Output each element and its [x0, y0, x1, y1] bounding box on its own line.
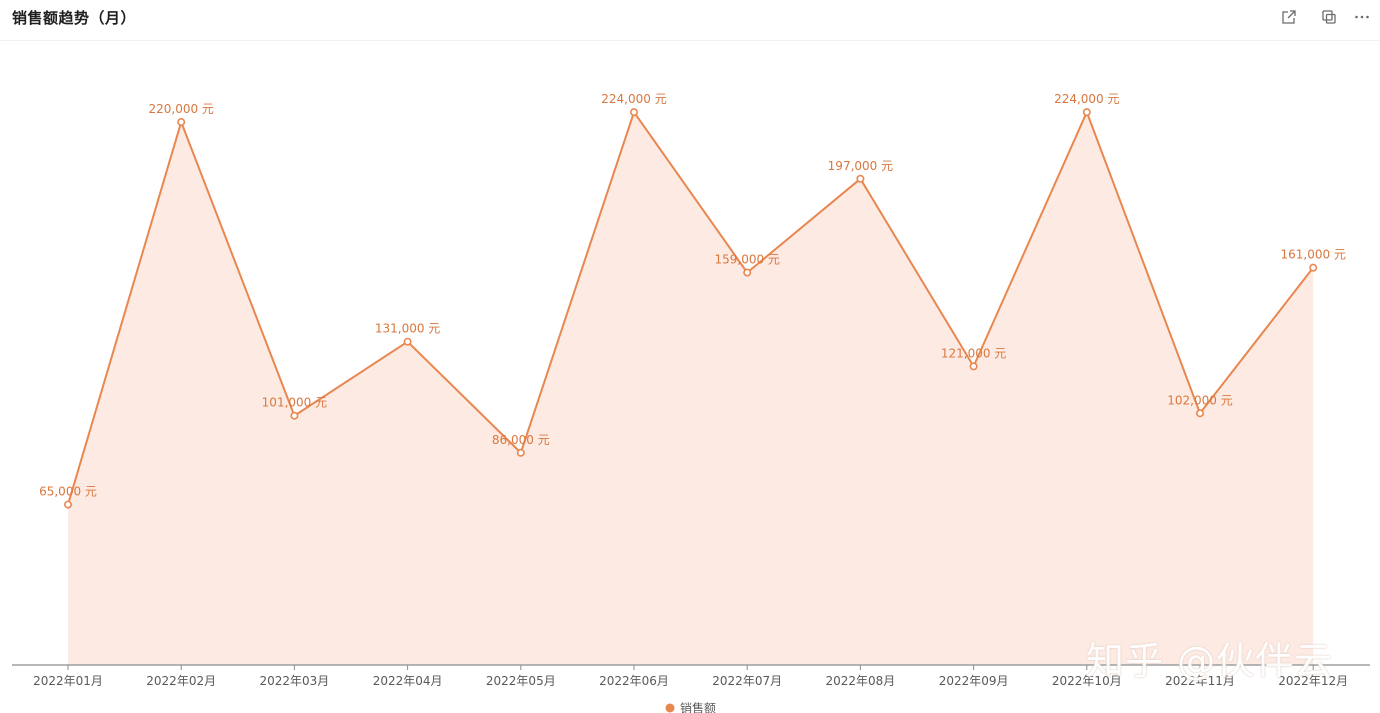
- x-tick-label: 2022年02月: [146, 674, 216, 688]
- data-point: [629, 108, 638, 117]
- data-label: 102,000 元: [1167, 393, 1232, 407]
- data-point: [403, 337, 412, 346]
- data-label: 220,000 元: [148, 102, 213, 116]
- data-point: [516, 448, 525, 457]
- x-tick-label: 2022年01月: [33, 674, 103, 688]
- x-tick-label: 2022年03月: [259, 674, 329, 688]
- x-tick-label: 2022年08月: [825, 674, 895, 688]
- data-label: 161,000 元: [1280, 248, 1345, 262]
- data-point: [290, 411, 299, 420]
- x-tick-label: 2022年07月: [712, 674, 782, 688]
- data-label: 86,000 元: [492, 433, 550, 447]
- data-label: 224,000 元: [601, 92, 666, 106]
- data-label: 224,000 元: [1054, 92, 1119, 106]
- legend-marker: [665, 703, 675, 713]
- data-point: [1082, 108, 1091, 117]
- x-tick-label: 2022年11月: [1165, 674, 1235, 688]
- data-point: [64, 500, 73, 509]
- data-label: 159,000 元: [714, 253, 779, 267]
- x-tick-label: 2022年09月: [939, 674, 1009, 688]
- chart-title: 销售额趋势（月）: [12, 9, 137, 27]
- watermark-text: 知乎 @伙伴云: [1086, 639, 1334, 683]
- data-point: [969, 362, 978, 371]
- x-tick-label: 2022年04月: [373, 674, 443, 688]
- x-tick-label: 2022年10月: [1052, 674, 1122, 688]
- legend-label: 销售额: [680, 701, 716, 713]
- data-label: 101,000 元: [262, 396, 327, 410]
- data-label: 65,000 元: [39, 485, 97, 499]
- expand-icon[interactable]: [1280, 8, 1298, 26]
- more-icon[interactable]: [1353, 8, 1371, 26]
- x-tick-label: 2022年12月: [1278, 674, 1348, 688]
- data-point: [743, 268, 752, 277]
- copy-icon[interactable]: [1320, 8, 1338, 26]
- x-tick-label: 2022年05月: [486, 674, 556, 688]
- data-label: 121,000 元: [941, 346, 1006, 360]
- data-point: [177, 118, 186, 127]
- data-label: 131,000 元: [375, 322, 440, 336]
- series-area: [68, 112, 1314, 666]
- data-point: [1309, 263, 1318, 272]
- data-point: [1196, 409, 1205, 418]
- series-line: [67, 111, 1314, 505]
- area-chart: 2022年01月 2022年02月 2022年03月 2022年04月 2022年05月…: [12, 92, 1370, 713]
- x-tick-label: 2022年06月: [599, 674, 669, 688]
- data-point: [856, 174, 865, 183]
- data-label: 197,000 元: [828, 159, 893, 173]
- chart-header: 销售额趋势（月）: [0, 0, 1380, 41]
